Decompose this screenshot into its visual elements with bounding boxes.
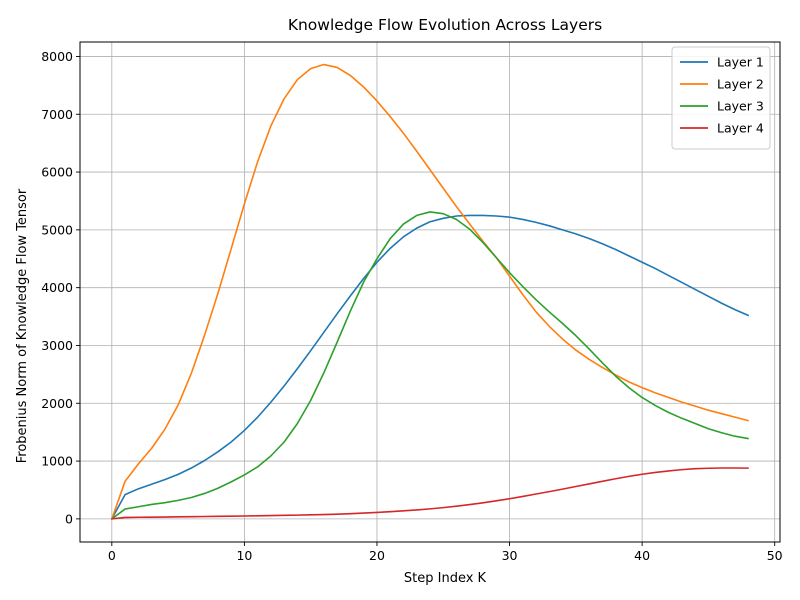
y-tick-label: 8000: [41, 49, 73, 64]
legend: Layer 1 Layer 2 Layer 3 Layer 4: [671, 46, 771, 150]
y-tick-label: 6000: [41, 165, 73, 180]
y-tick-label: 3000: [41, 338, 73, 353]
y-tick-label: 0: [65, 511, 73, 526]
series-line-layer-2: [111, 63, 749, 520]
chart-title: Knowledge Flow Evolution Across Layers: [288, 16, 602, 34]
legend-label-layer-3: Layer 3: [717, 99, 764, 114]
x-tick-label: 40: [634, 548, 650, 563]
y-tick-label: 4000: [41, 280, 73, 295]
y-tick-label: 5000: [41, 222, 73, 237]
x-tick-label: 30: [502, 548, 518, 563]
axis-ticks: 0 10 20 30 40 50 0 1000 2000 3000 4000 5000 6000 7000…: [41, 49, 783, 563]
y-axis-label: Frobenius Norm of Knowledge Flow Tensor: [15, 188, 30, 463]
plot-frame: [79, 41, 781, 543]
legend-label-layer-4: Layer 4: [717, 121, 764, 136]
y-tick-label: 2000: [41, 396, 73, 411]
y-tick-label: 7000: [41, 107, 73, 122]
x-tick-label: 20: [369, 548, 385, 563]
x-axis-label: Step Index K: [404, 571, 487, 586]
x-tick-label: 50: [767, 548, 783, 563]
grid: [80, 42, 780, 542]
series-line-layer-4: [111, 467, 749, 520]
legend-box: [671, 46, 771, 150]
x-tick-label: 10: [236, 548, 252, 563]
series-line-layer-3: [111, 211, 749, 520]
legend-label-layer-1: Layer 1: [717, 55, 764, 70]
y-tick-label: 1000: [41, 454, 73, 469]
x-tick-label: 0: [108, 548, 116, 563]
series-line-layer-1: [111, 214, 749, 520]
series-lines: [111, 63, 749, 520]
legend-label-layer-2: Layer 2: [717, 77, 764, 92]
